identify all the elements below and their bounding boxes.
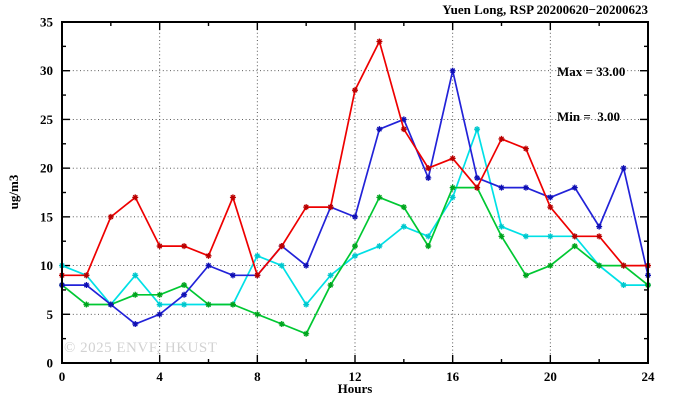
watermark: © 2025 ENVF, HKUST bbox=[64, 340, 218, 356]
y-tick-label: 0 bbox=[47, 356, 54, 371]
y-tick-label: 10 bbox=[40, 258, 53, 273]
min-value-label: Min = 3.00 bbox=[557, 109, 621, 124]
y-tick-label: 15 bbox=[40, 209, 54, 224]
y-tick-label: 20 bbox=[40, 161, 53, 176]
y-tick-label: 5 bbox=[47, 307, 54, 322]
y-tick-label: 30 bbox=[40, 63, 53, 78]
x-tick-label: 24 bbox=[642, 369, 656, 384]
y-tick-label: 35 bbox=[40, 15, 54, 30]
y-tick-label: 25 bbox=[40, 112, 54, 127]
plot-frame bbox=[61, 21, 649, 364]
x-tick-label: 12 bbox=[349, 369, 362, 384]
max-value-label: Max = 33.00 bbox=[557, 64, 626, 79]
x-tick-label: 16 bbox=[446, 369, 460, 384]
chart-title: Yuen Long, RSP 20200620−20200623 bbox=[442, 2, 648, 17]
y-axis-title: ug/m3 bbox=[6, 174, 21, 210]
x-tick-label: 4 bbox=[156, 369, 163, 384]
max-min-annotation: Max = 33.00 Min = 3.00 bbox=[557, 34, 625, 154]
x-tick-label: 20 bbox=[544, 369, 557, 384]
x-tick-label: 8 bbox=[254, 369, 261, 384]
x-axis-title: Hours bbox=[337, 381, 373, 396]
x-tick-label: 0 bbox=[59, 369, 66, 384]
